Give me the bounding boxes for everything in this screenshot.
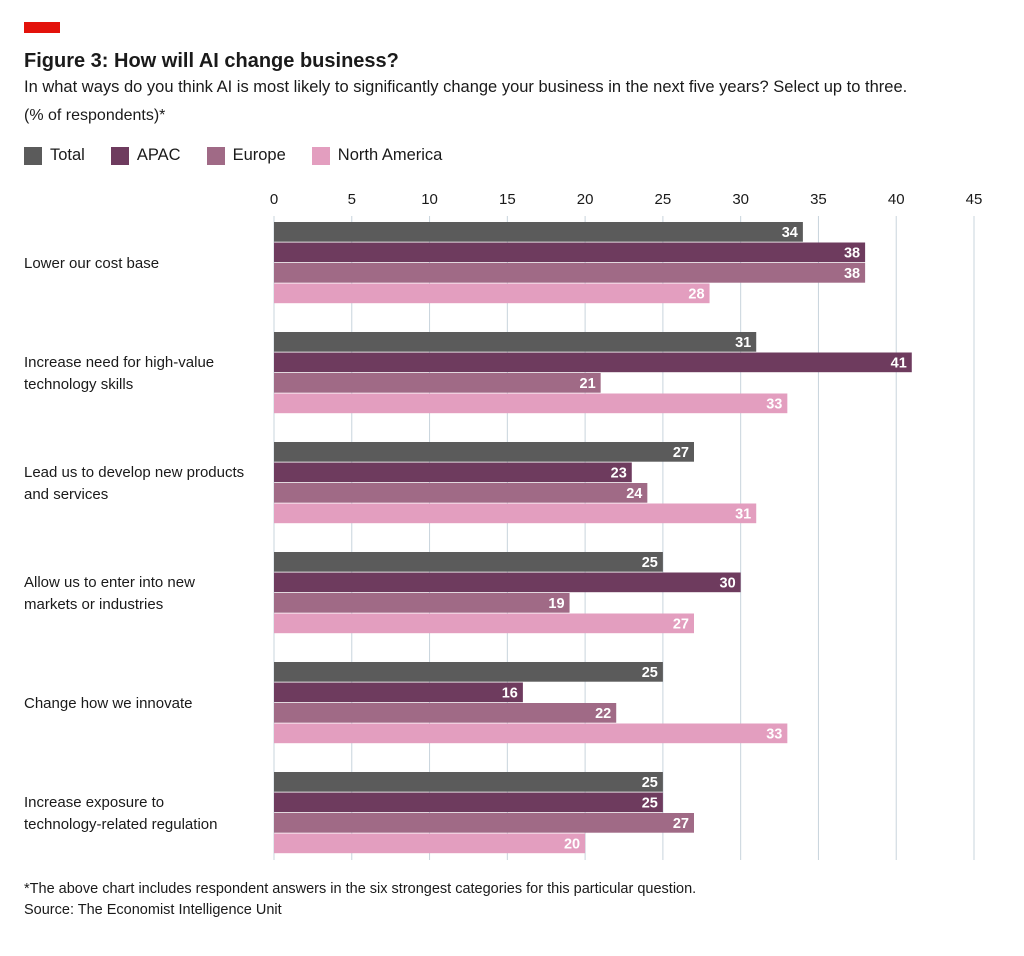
legend-label-total: Total [50,146,85,164]
bar-value-label: 30 [720,576,736,592]
bar [274,393,788,414]
category-label: technology-related regulation [24,816,217,833]
bar [274,483,648,503]
bar-value-label: 25 [642,555,658,571]
x-tick-label: 35 [810,191,827,208]
bar-value-label: 25 [642,775,658,791]
x-tick-label: 20 [577,191,594,208]
legend-label-apac: APAC [136,146,181,164]
bar-value-label: 38 [844,246,860,262]
legend-swatch-total [24,146,42,165]
bar-value-label: 27 [673,445,689,461]
bar-value-label: 25 [642,796,658,812]
legend-item-total: Total [24,146,85,165]
bar [274,662,663,682]
bar [274,552,663,572]
bar-value-label: 41 [891,356,907,372]
legend-swatch-apac [110,146,129,165]
bar-value-label: 27 [673,617,689,633]
footnote: *The above chart includes respondent ans… [24,881,697,897]
bar [274,703,617,723]
legend-item-north-america: North America [311,146,443,165]
legend-swatch-north-america [311,146,330,165]
category-label: Allow us to enter into new [24,574,195,591]
x-tick-label: 25 [655,191,672,208]
bar-value-label: 23 [611,466,627,482]
legend: Total APAC Europe North America [24,146,442,165]
bar-value-label: 31 [735,507,751,523]
legend-swatch-europe [206,146,225,165]
bar [274,833,586,854]
bar-value-label: 27 [673,816,689,832]
bar [274,593,570,613]
chart-unit: (% of respondents)* [24,107,166,124]
bar [274,283,710,304]
legend-label-north-america: North America [337,146,443,164]
bar-value-label: 24 [626,486,642,502]
chart-title: Figure 3: How will AI change business? [24,50,399,72]
bar-value-label: 33 [766,397,782,413]
bar [274,682,523,703]
bar-value-label: 22 [595,706,611,722]
bar [274,332,757,352]
bar [274,462,632,483]
bar-value-label: 31 [735,335,751,351]
category-label: and services [24,486,108,503]
legend-item-europe: Europe [206,146,286,165]
bar [274,442,694,462]
category-label: markets or industries [24,596,163,613]
category-label: Lead us to develop new products [24,464,244,481]
bar-value-label: 28 [688,287,704,303]
bar [274,352,912,373]
category-label: Change how we innovate [24,695,192,712]
bar-value-label: 20 [564,837,580,853]
x-tick-label: 0 [270,191,278,208]
x-tick-label: 15 [499,191,516,208]
bar-value-label: 19 [548,596,564,612]
bar [274,813,694,833]
bar-value-label: 38 [844,266,860,282]
bar [274,503,757,524]
bar-value-label: 21 [580,376,596,392]
category-label: Lower our cost base [24,255,159,272]
bar-value-label: 33 [766,727,782,743]
category-label: technology skills [24,376,133,393]
bar-value-label: 16 [502,686,518,702]
bar [274,242,866,263]
bar-value-label: 34 [782,225,798,241]
legend-label-europe: Europe [232,146,286,164]
bar [274,613,694,634]
x-tick-label: 10 [421,191,438,208]
bar [274,772,663,792]
legend-item-apac: APAC [110,146,181,165]
source-note: Source: The Economist Intelligence Unit [24,902,282,918]
brand-accent-bar [24,22,60,33]
bar [274,222,803,242]
x-tick-label: 40 [888,191,905,208]
bar [274,263,866,283]
category-label: Increase exposure to [24,794,164,811]
bar [274,572,741,593]
bar [274,373,601,393]
bar-value-label: 25 [642,665,658,681]
category-label: Increase need for high-value [24,354,214,371]
x-tick-label: 30 [732,191,749,208]
x-tick-label: 45 [966,191,983,208]
chart-subtitle: In what ways do you think AI is most lik… [24,78,908,96]
bar [274,792,663,813]
bar-chart: 0 5 10 15 20 25 30 35 40 45 34 38 38 28 Lower our cost… [24,191,983,860]
bar [274,723,788,744]
x-tick-label: 5 [348,191,356,208]
